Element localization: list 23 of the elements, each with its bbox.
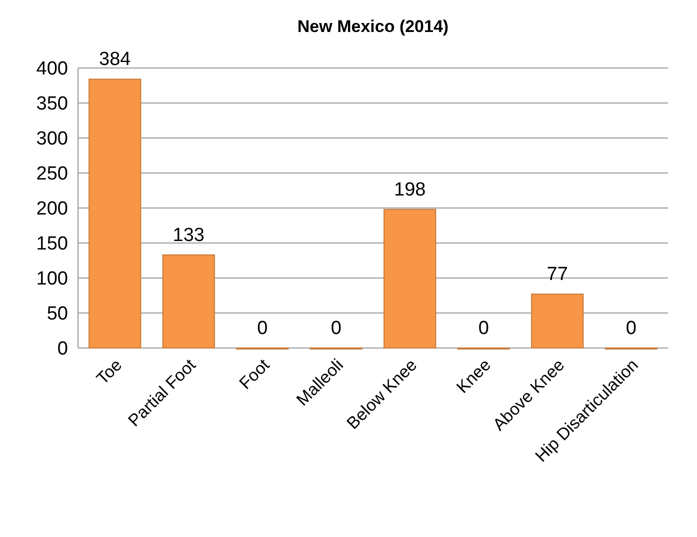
chart-title: New Mexico (2014) bbox=[297, 17, 449, 36]
bar bbox=[162, 254, 215, 348]
y-tick-label: 150 bbox=[36, 234, 68, 255]
data-label: 0 bbox=[257, 318, 268, 339]
data-label: 77 bbox=[546, 264, 568, 286]
y-tick-label: 200 bbox=[36, 198, 68, 220]
data-label: 0 bbox=[330, 318, 342, 339]
data-label: 0 bbox=[478, 318, 489, 339]
data-label: 0 bbox=[626, 318, 636, 339]
y-tick-label: 350 bbox=[36, 94, 68, 115]
x-tick-label: Toe bbox=[92, 355, 126, 388]
data-label: 198 bbox=[394, 179, 426, 200]
y-tick-label: 100 bbox=[36, 268, 68, 290]
data-label: 133 bbox=[172, 224, 204, 246]
y-tick-label: 0 bbox=[57, 338, 68, 360]
bar bbox=[88, 78, 142, 348]
y-tick-label: 300 bbox=[36, 128, 68, 150]
y-tick-label: 250 bbox=[36, 164, 68, 185]
y-tick-label: 400 bbox=[36, 58, 68, 80]
data-label: 384 bbox=[99, 49, 132, 70]
bar bbox=[384, 208, 436, 348]
bar bbox=[531, 294, 584, 348]
y-tick-label: 50 bbox=[46, 304, 68, 325]
